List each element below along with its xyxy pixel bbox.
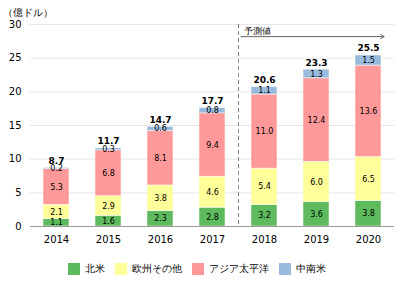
- svg-text:1.1: 1.1: [50, 218, 63, 227]
- svg-text:6.8: 6.8: [102, 169, 115, 178]
- html-text:北米: 北米: [85, 262, 105, 274]
- svg-text:25: 25: [9, 52, 22, 63]
- svg-text:2019: 2019: [304, 234, 329, 245]
- svg-text:12.4: 12.4: [308, 116, 326, 125]
- html-text:欧州その他: 欧州その他: [132, 262, 182, 274]
- svg-text:23.3: 23.3: [305, 58, 327, 68]
- svg-text:8.1: 8.1: [154, 154, 167, 163]
- svg-text:3.2: 3.2: [258, 211, 271, 220]
- svg-text:11.0: 11.0: [256, 127, 274, 136]
- svg-text:14.7: 14.7: [149, 115, 171, 125]
- svg-text:3.8: 3.8: [362, 209, 375, 218]
- svg-text:2018: 2018: [252, 234, 277, 245]
- svg-text:2.1: 2.1: [50, 208, 63, 217]
- svg-text:（億ドル）: （億ドル）: [3, 7, 53, 18]
- svg-text:0.8: 0.8: [206, 106, 219, 115]
- svg-text:0: 0: [15, 221, 21, 232]
- svg-text:2020: 2020: [356, 234, 381, 245]
- svg-text:0.2: 0.2: [50, 164, 63, 174]
- svg-text:予測値: 予測値: [244, 26, 271, 36]
- svg-text:2017: 2017: [200, 234, 225, 245]
- svg-text:6.5: 6.5: [362, 175, 375, 184]
- svg-text:2014: 2014: [44, 234, 69, 245]
- svg-text:11.7: 11.7: [97, 136, 119, 146]
- html-text:中南米: 中南米: [296, 262, 326, 274]
- svg-text:6.0: 6.0: [310, 178, 323, 187]
- svg-text:4.6: 4.6: [206, 188, 219, 197]
- svg-text:8.7: 8.7: [49, 156, 65, 166]
- svg-text:20: 20: [9, 86, 22, 97]
- html-text:アジア太平洋: アジア太平洋: [209, 262, 269, 274]
- svg-text:25.5: 25.5: [357, 43, 379, 53]
- svg-text:1.6: 1.6: [102, 217, 115, 226]
- svg-text:2016: 2016: [148, 234, 173, 245]
- svg-text:2.8: 2.8: [206, 213, 219, 222]
- svg-text:5.3: 5.3: [50, 183, 63, 192]
- svg-text:1.1: 1.1: [258, 86, 271, 95]
- svg-text:3.6: 3.6: [310, 210, 323, 219]
- svg-text:9.4: 9.4: [206, 141, 219, 150]
- svg-text:10: 10: [9, 153, 22, 164]
- svg-text:30: 30: [9, 19, 22, 30]
- svg-text:2.3: 2.3: [154, 214, 167, 223]
- svg-text:2015: 2015: [96, 234, 121, 245]
- svg-text:13.6: 13.6: [360, 107, 378, 116]
- svg-text:1.3: 1.3: [310, 70, 323, 79]
- svg-text:3.8: 3.8: [154, 194, 167, 203]
- svg-text:1.5: 1.5: [362, 56, 375, 65]
- svg-text:17.7: 17.7: [201, 96, 223, 106]
- svg-text:0.3: 0.3: [102, 145, 115, 154]
- svg-text:0.6: 0.6: [154, 124, 167, 133]
- svg-text:2.9: 2.9: [102, 202, 115, 211]
- svg-text:5.4: 5.4: [258, 182, 271, 191]
- svg-text:15: 15: [9, 120, 22, 131]
- svg-text:5: 5: [15, 187, 21, 198]
- svg-text:20.6: 20.6: [253, 75, 275, 85]
